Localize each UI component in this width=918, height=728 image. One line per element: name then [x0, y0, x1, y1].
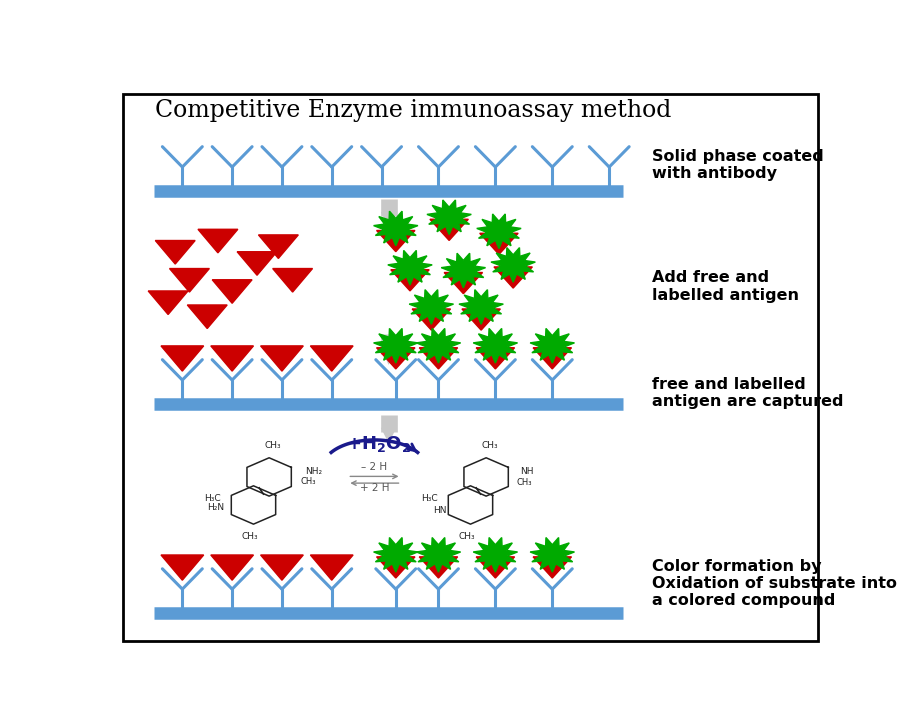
Polygon shape — [491, 248, 535, 282]
Text: Add free and
labelled antigen: Add free and labelled antigen — [652, 270, 799, 303]
Polygon shape — [533, 557, 572, 578]
Text: H₃C: H₃C — [421, 494, 438, 503]
Polygon shape — [310, 555, 353, 580]
Polygon shape — [237, 252, 277, 275]
Text: HN: HN — [432, 506, 446, 515]
Polygon shape — [161, 555, 204, 580]
Polygon shape — [376, 231, 415, 252]
Polygon shape — [420, 557, 458, 578]
Polygon shape — [310, 346, 353, 371]
Polygon shape — [412, 309, 451, 330]
Polygon shape — [198, 229, 238, 253]
Polygon shape — [427, 200, 471, 234]
Polygon shape — [444, 272, 483, 293]
Polygon shape — [387, 250, 432, 285]
Text: CH₃: CH₃ — [481, 441, 498, 450]
Text: Competitive Enzyme immunoassay method: Competitive Enzyme immunoassay method — [155, 100, 672, 122]
Polygon shape — [476, 348, 515, 369]
Text: CH₃: CH₃ — [264, 441, 281, 450]
Polygon shape — [530, 537, 575, 572]
Polygon shape — [473, 328, 518, 363]
Polygon shape — [530, 328, 575, 363]
Text: CH₃: CH₃ — [459, 532, 476, 541]
Polygon shape — [187, 305, 227, 328]
Polygon shape — [409, 290, 453, 324]
Polygon shape — [259, 235, 298, 258]
Polygon shape — [533, 348, 572, 369]
Polygon shape — [374, 211, 418, 246]
Polygon shape — [442, 253, 486, 288]
Polygon shape — [170, 269, 209, 292]
Text: NH₂: NH₂ — [306, 467, 322, 476]
Text: CH₃: CH₃ — [516, 478, 532, 487]
Polygon shape — [476, 214, 521, 248]
Text: $\bf{+ H_2O_2}$: $\bf{+ H_2O_2}$ — [345, 435, 410, 454]
Polygon shape — [148, 291, 188, 314]
Polygon shape — [211, 346, 253, 371]
Polygon shape — [476, 557, 515, 578]
Polygon shape — [480, 233, 518, 255]
Text: NH: NH — [521, 467, 533, 476]
Polygon shape — [459, 290, 503, 324]
Polygon shape — [155, 240, 196, 264]
Polygon shape — [374, 537, 418, 572]
Polygon shape — [374, 328, 418, 363]
Text: Color formation by
Oxidation of substrate into
a colored compound: Color formation by Oxidation of substrat… — [652, 558, 897, 609]
Text: H₂N: H₂N — [207, 503, 224, 513]
Text: CH₃: CH₃ — [300, 477, 316, 486]
Polygon shape — [261, 346, 303, 371]
Polygon shape — [391, 269, 430, 291]
Polygon shape — [494, 267, 532, 288]
Polygon shape — [261, 555, 303, 580]
Polygon shape — [273, 269, 312, 292]
Text: – 2 H: – 2 H — [362, 462, 387, 472]
Polygon shape — [212, 280, 252, 304]
Text: CH₃: CH₃ — [241, 532, 258, 541]
Polygon shape — [376, 557, 415, 578]
Polygon shape — [416, 328, 461, 363]
Polygon shape — [462, 309, 500, 330]
Polygon shape — [430, 219, 468, 240]
Text: Solid phase coated
with antibody: Solid phase coated with antibody — [652, 149, 823, 181]
Text: free and labelled
antigen are captured: free and labelled antigen are captured — [652, 376, 844, 409]
Polygon shape — [416, 537, 461, 572]
Polygon shape — [376, 348, 415, 369]
Polygon shape — [161, 346, 204, 371]
Polygon shape — [211, 555, 253, 580]
Text: + 2 H: + 2 H — [360, 483, 389, 493]
Text: H₃C: H₃C — [204, 494, 220, 503]
Polygon shape — [420, 348, 458, 369]
Polygon shape — [473, 537, 518, 572]
